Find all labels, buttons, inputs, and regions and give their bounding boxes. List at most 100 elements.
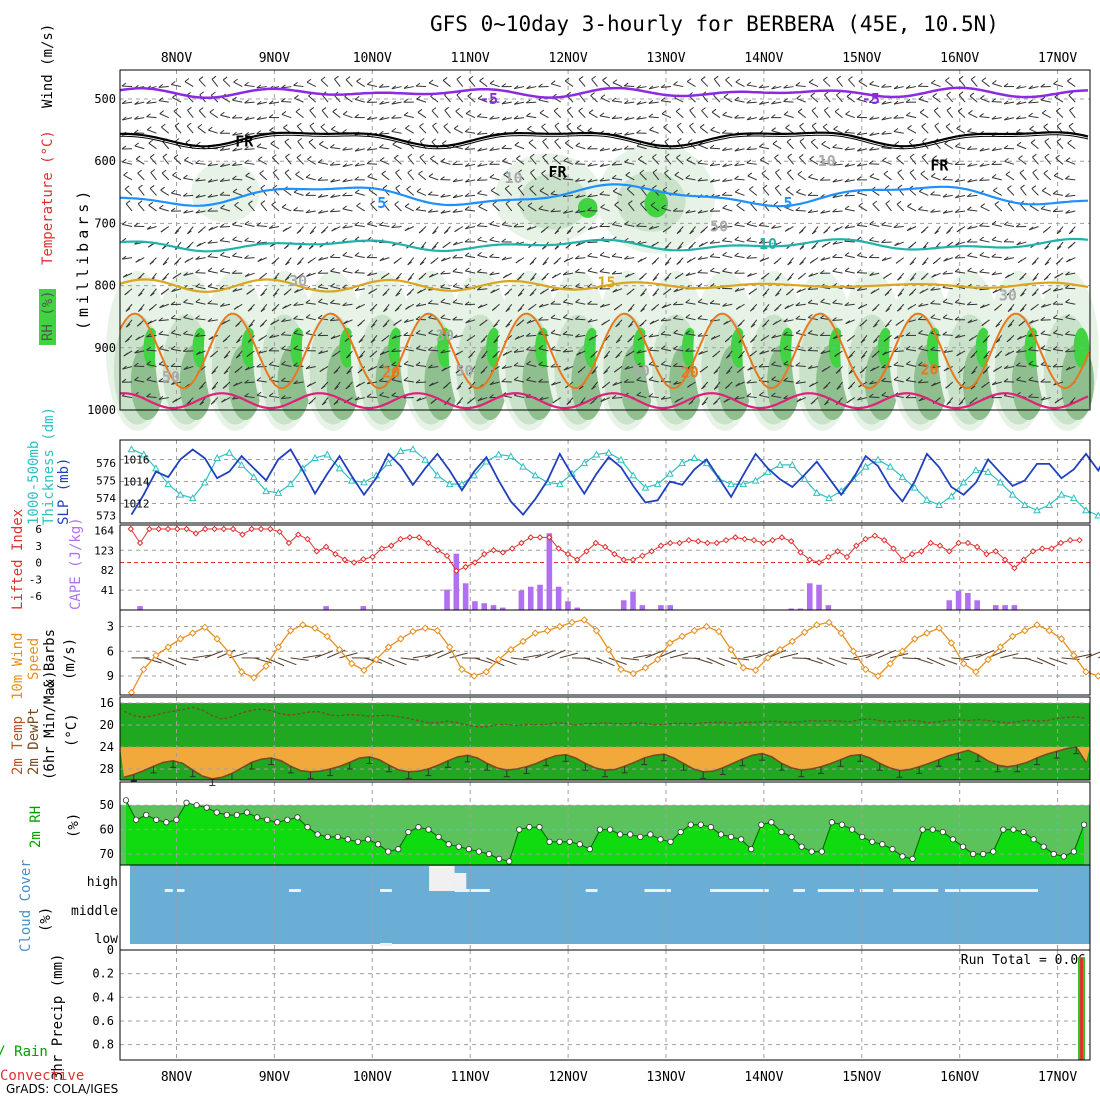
wind-barb-flag — [161, 124, 165, 127]
wind-barb — [417, 192, 426, 196]
wind-barb — [600, 255, 610, 257]
wind-barb-flag — [416, 83, 420, 86]
wind-barb — [479, 207, 488, 211]
wind-barb-flag — [947, 107, 951, 110]
rh-point — [688, 822, 693, 827]
rh-point — [991, 849, 996, 854]
contour-label: 50 — [632, 362, 650, 380]
wind-barb-flag — [432, 139, 436, 142]
wind-barb-flag — [687, 79, 691, 82]
wind-barb-flag — [869, 161, 873, 164]
wind-barb — [282, 114, 291, 117]
wind-ytick: 6 — [107, 644, 114, 658]
wind-barb — [823, 80, 830, 86]
wind-barb — [162, 173, 169, 180]
wind-barb-flag — [576, 143, 580, 146]
cloud-level-label: middle — [71, 904, 118, 919]
wind-barb-flag — [1020, 170, 1024, 173]
wind-barb-flag — [1066, 158, 1070, 161]
wind-barb-flag — [859, 203, 863, 206]
wind-barb — [430, 159, 438, 165]
rh-ytick: 50 — [100, 798, 114, 812]
wind-barb — [980, 272, 990, 273]
rh-point — [123, 798, 128, 803]
wind-barb — [234, 82, 243, 86]
wind-barb — [457, 79, 463, 86]
wind-barb — [393, 144, 402, 148]
wind-barb — [589, 113, 597, 118]
wind-barb-flag — [749, 186, 753, 189]
cloud-patch — [586, 889, 598, 892]
wind-barb-flag — [187, 107, 191, 110]
wind-barb — [433, 126, 439, 133]
rh-point — [940, 829, 945, 834]
wind-barb — [371, 204, 377, 211]
wind-barb — [405, 207, 414, 211]
chart-title: GFS 0~10day 3-hourly for BERBERA (45E, 1… — [430, 12, 999, 36]
wind-barb-flag — [665, 139, 669, 142]
wind-barb-flag — [857, 114, 861, 117]
wind-barb-flag — [186, 140, 190, 143]
rh-point — [910, 856, 915, 861]
wind-barb-flag — [662, 111, 666, 114]
wind-barb-flag — [747, 221, 751, 224]
wind-barb-flag — [909, 139, 913, 142]
contour-label: 15 — [597, 273, 615, 291]
wind-barb — [662, 114, 671, 118]
wind-barb — [751, 204, 757, 211]
wind10m-point — [569, 619, 575, 625]
wind-barb — [859, 81, 867, 86]
lifted-point — [761, 540, 766, 545]
rh-point — [638, 834, 643, 839]
wind-barb — [726, 80, 733, 87]
wind-barb — [575, 319, 585, 320]
wind-barb-flag — [639, 277, 643, 280]
rh-point — [295, 815, 300, 820]
wind-barb — [612, 256, 622, 257]
wind-barb-flag — [624, 83, 628, 86]
wind-barb-flag — [775, 185, 779, 188]
cloud-patch — [380, 943, 392, 946]
wind-barb — [956, 128, 965, 133]
rh-point — [678, 829, 683, 834]
wind-barb — [542, 127, 549, 133]
wind-barb — [945, 81, 952, 87]
lifted-point — [631, 557, 636, 562]
wind-barb-flag — [321, 124, 325, 127]
wind-barb — [897, 204, 904, 211]
wind-barb — [624, 86, 634, 87]
wind-barb — [1056, 111, 1063, 118]
wind10m-barb — [278, 658, 296, 665]
wind-barb-flag — [810, 260, 814, 263]
wind-barb — [1042, 191, 1051, 196]
lifted-ytick: -6 — [29, 590, 42, 603]
wind-barb-flag — [588, 253, 592, 256]
wind-barb — [931, 83, 940, 86]
wind-barb-flag — [690, 107, 694, 110]
wind-barb — [1067, 81, 1075, 87]
cape-bar — [444, 590, 450, 610]
wind-barb-flag — [798, 171, 802, 174]
rh-point — [466, 846, 471, 851]
rh-point — [365, 837, 370, 842]
lifted-point — [696, 539, 701, 544]
wind-barb — [921, 174, 928, 180]
lifted-point — [259, 527, 264, 532]
wind-barb — [859, 206, 867, 211]
cape-bar — [519, 591, 525, 610]
wind-barb — [1021, 188, 1027, 195]
wind-barb — [161, 190, 169, 195]
wind-barb-flag — [420, 154, 424, 157]
wind-barb — [126, 204, 132, 211]
ylabel-cape: CAPE (J/kg) — [68, 517, 84, 610]
wind-barb-flag — [846, 111, 850, 114]
wind-barb — [396, 173, 402, 180]
wind-barb — [294, 210, 304, 211]
wind-barb — [551, 84, 561, 87]
rh-point — [930, 827, 935, 832]
wind-barb-flag — [649, 127, 653, 130]
wind-barb — [295, 174, 303, 179]
ylabel-minmax: (6hr Min/Max) — [42, 670, 58, 780]
